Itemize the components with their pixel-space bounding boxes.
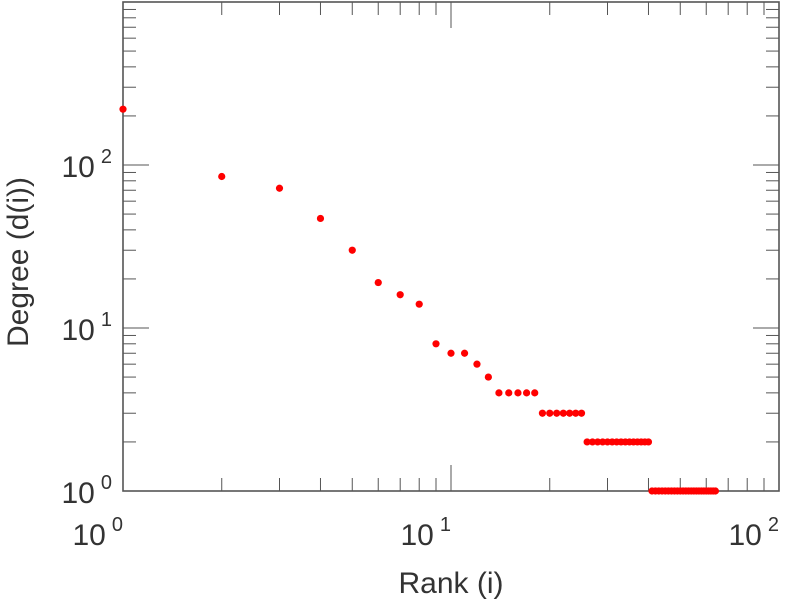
y-tick-label-1: 10 1 [62,309,113,347]
data-point-13 [484,373,492,381]
data-point-19 [538,409,547,417]
data-point-25 [577,409,586,417]
x-tick-label-0: 10 0 [73,514,124,552]
svg-text:101: 10 1 [401,514,452,552]
data-point-10 [447,349,455,357]
data-point-15 [505,389,513,397]
data-point-27 [588,438,597,446]
minor-ticks [122,2,779,492]
y-tick-label-0: 10 0 [62,472,113,510]
data-point-14 [495,389,503,397]
svg-text:101: 10 1 [62,309,113,347]
data-point-6 [374,278,382,287]
x-tick-label-2: 10 2 [729,514,780,552]
data-point-2 [218,172,226,181]
x-axis-label: Rank (i) [398,567,503,600]
data-point-23 [566,409,574,417]
y-tick-label-2: 10 2 [62,146,113,184]
data-point-18 [531,389,539,397]
data-points [119,105,720,495]
data-point-64 [711,487,720,495]
svg-text:100: 10 0 [73,514,124,552]
data-point-40 [644,438,653,446]
data-point-28 [594,438,602,446]
data-point-22 [559,409,567,417]
data-point-3 [275,184,284,192]
data-point-21 [553,409,561,417]
data-point-26 [583,438,591,446]
data-point-17 [522,389,531,397]
data-point-9 [432,340,440,348]
data-point-16 [514,389,522,397]
svg-text:100: 10 0 [62,472,113,510]
x-tick-label-1: 10 1 [401,514,452,552]
svg-text:102: 10 2 [62,146,113,184]
data-point-12 [473,360,481,368]
svg-text:102: 10 2 [729,514,780,552]
data-point-5 [348,246,356,254]
data-point-4 [316,214,325,223]
y-axis-label: Degree (d(i)) [2,177,35,347]
data-point-11 [460,349,469,357]
data-point-24 [572,409,580,417]
data-point-20 [546,409,554,417]
data-point-7 [396,291,404,299]
plot-frame [122,1,780,492]
data-point-1 [119,105,127,113]
data-point-8 [415,300,423,308]
